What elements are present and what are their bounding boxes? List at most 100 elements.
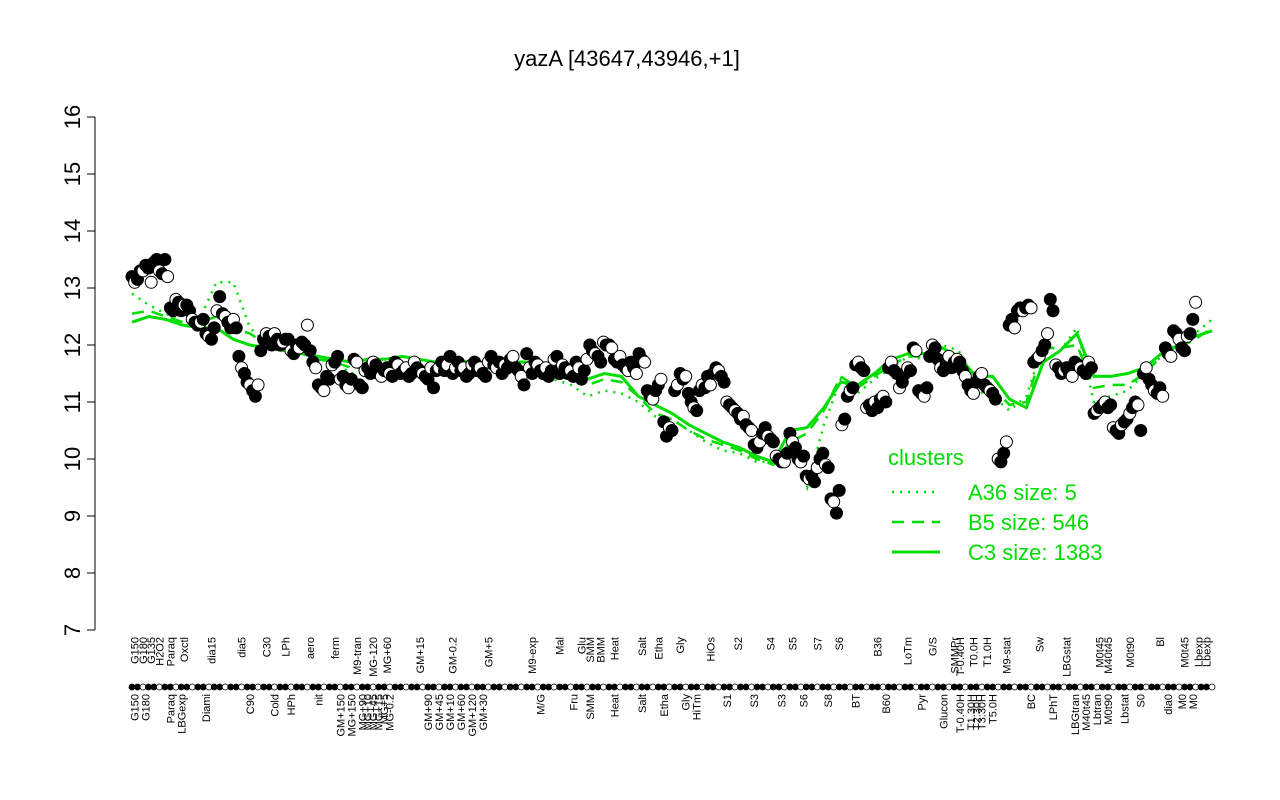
data-point [158, 253, 172, 266]
x-marker [874, 683, 881, 691]
x-marker [523, 683, 531, 691]
data-point [879, 395, 893, 409]
x-label-bottom: MG+90 [357, 694, 369, 730]
x-marker [1137, 683, 1145, 691]
x-marker [961, 683, 969, 691]
x-label-top: M9-tran [352, 637, 364, 675]
x-label-bottom: S1 [722, 694, 734, 707]
x-label-bottom: SMM [585, 694, 597, 720]
data-point [207, 321, 221, 335]
x-label-top: HiOs [705, 637, 717, 662]
data-point [629, 367, 643, 380]
x-label-bottom: MG+5 [379, 694, 391, 724]
data-point [229, 321, 243, 335]
x-marker [1088, 683, 1095, 691]
x-marker [583, 683, 591, 691]
x-marker [1131, 683, 1139, 691]
data-point [1043, 292, 1057, 306]
x-label-top: BMM [596, 637, 608, 663]
x-label-bottom: BT [851, 694, 863, 708]
data-point [920, 381, 934, 395]
x-label-top: Salt [637, 637, 649, 656]
x-label-top: S2 [733, 637, 745, 650]
x-marker [896, 683, 903, 691]
chart-title: yazA [43647,43946,+1] [514, 46, 740, 71]
data-point [797, 449, 811, 463]
x-marker [797, 683, 805, 691]
x-label-bottom: MG+15 [374, 694, 386, 730]
x-marker [709, 683, 717, 691]
x-label-bottom: G180 [141, 694, 153, 721]
x-label-top: Paraq [165, 637, 177, 666]
data-point [213, 290, 227, 304]
x-marker [907, 683, 914, 691]
y-tick-label: 12 [60, 333, 85, 357]
data-point [161, 270, 175, 284]
x-marker [1011, 683, 1018, 691]
x-marker [567, 683, 574, 691]
x-marker [863, 683, 870, 691]
x-label-top: T1.0H [982, 637, 994, 667]
x-marker [654, 683, 662, 691]
x-marker [1060, 683, 1068, 691]
x-label-bottom: LBGtran [1070, 694, 1082, 735]
y-tick-label: 7 [60, 624, 85, 636]
y-tick-label: 14 [60, 219, 85, 243]
x-marker [1016, 683, 1024, 691]
data-point [427, 381, 440, 395]
x-marker [994, 683, 1002, 691]
x-marker [1186, 683, 1194, 691]
x-label-top: Bl [1155, 637, 1167, 647]
x-label-bottom: M/G [535, 694, 547, 715]
data-point [251, 378, 265, 392]
x-marker [841, 683, 849, 691]
x-marker [616, 683, 624, 691]
x-marker [1181, 683, 1188, 691]
x-label-top: H2O2 [154, 637, 166, 666]
data-point [1178, 344, 1192, 358]
x-label-top: MG-120 [368, 637, 380, 677]
x-marker [923, 683, 931, 691]
data-point [967, 386, 980, 400]
x-label-bottom: Fru [568, 694, 580, 711]
x-label-bottom: C90 [245, 694, 257, 714]
x-label-bottom: M0 [1188, 694, 1200, 709]
x-label-top: Mal [555, 637, 567, 655]
x-marker [956, 683, 964, 691]
data-point [975, 367, 989, 380]
x-marker [918, 683, 925, 691]
x-marker [611, 683, 618, 691]
data-point [827, 495, 841, 509]
x-label-bottom: Gly [681, 694, 693, 711]
x-marker [748, 683, 755, 691]
data-point [1046, 304, 1060, 318]
data-point [1084, 361, 1098, 375]
x-marker [594, 683, 602, 691]
x-label-top: T-0.40H [955, 637, 967, 676]
x-marker [720, 683, 728, 691]
x-marker [556, 683, 563, 691]
x-marker [813, 683, 821, 691]
x-marker [1082, 683, 1090, 691]
legend-label: B5 size: 546 [968, 510, 1089, 535]
x-marker [835, 683, 843, 691]
x-label-top: C30 [261, 637, 273, 657]
x-label-bottom: S3 [777, 694, 789, 707]
data-point [205, 332, 218, 346]
x-marker [1148, 683, 1156, 691]
data-point [703, 378, 717, 392]
x-marker [534, 683, 542, 691]
x-label-bottom: M40t45 [1081, 694, 1093, 731]
x-label-bottom: M0 [1177, 694, 1189, 709]
x-marker [506, 683, 514, 691]
x-label-top: Lbexp [1193, 637, 1205, 667]
x-label-bottom: GM+120 [467, 694, 479, 737]
data-point [638, 355, 652, 369]
x-label-bottom: T-0.40H [955, 694, 967, 733]
x-marker [983, 683, 991, 691]
x-label-top: G/S [927, 637, 939, 656]
data-point [1139, 361, 1153, 375]
data-point [1024, 301, 1038, 315]
x-label-bottom: T2.30H [971, 694, 983, 730]
data-point [309, 361, 323, 375]
